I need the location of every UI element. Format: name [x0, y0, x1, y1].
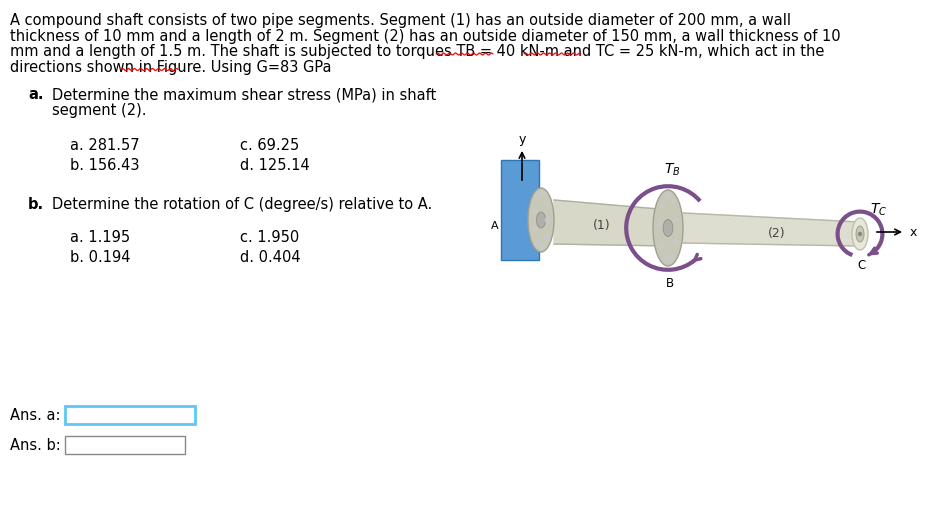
Text: b.: b. — [28, 196, 44, 212]
Text: b. 156.43: b. 156.43 — [70, 157, 139, 172]
Circle shape — [544, 235, 548, 240]
Ellipse shape — [856, 227, 864, 242]
Circle shape — [535, 194, 540, 199]
Polygon shape — [554, 200, 670, 246]
Text: c. 1.950: c. 1.950 — [240, 230, 300, 245]
Circle shape — [545, 218, 550, 223]
Circle shape — [533, 209, 537, 214]
Text: segment (2).: segment (2). — [52, 103, 147, 117]
Text: Determine the rotation of C (degree/s) relative to A.: Determine the rotation of C (degree/s) r… — [52, 196, 432, 212]
Text: Determine the maximum shear stress (MPa) in shaft: Determine the maximum shear stress (MPa)… — [52, 87, 436, 102]
FancyBboxPatch shape — [65, 436, 185, 454]
Text: A compound shaft consists of two pipe segments. Segment (1) has an outside diame: A compound shaft consists of two pipe se… — [10, 13, 791, 28]
Text: mm and a length of 1.5 m. The shaft is subjected to torques TB = 40 kN-m and TC : mm and a length of 1.5 m. The shaft is s… — [10, 44, 825, 59]
Circle shape — [544, 200, 548, 206]
Circle shape — [664, 257, 668, 262]
Text: (2): (2) — [768, 226, 785, 239]
Circle shape — [674, 218, 679, 223]
Text: c. 69.25: c. 69.25 — [240, 138, 300, 153]
Circle shape — [669, 255, 674, 260]
Text: b. 0.194: b. 0.194 — [70, 249, 130, 265]
Text: Ans. b:: Ans. b: — [10, 438, 61, 452]
Text: Ans. a:: Ans. a: — [10, 408, 61, 423]
Text: thickness of 10 mm and a length of 2 m. Segment (2) has an outside diameter of 1: thickness of 10 mm and a length of 2 m. … — [10, 28, 841, 43]
Circle shape — [670, 199, 675, 205]
Text: $T_B$: $T_B$ — [664, 161, 680, 177]
Text: a. 1.195: a. 1.195 — [70, 230, 130, 245]
Circle shape — [533, 227, 537, 232]
Text: directions shown in Figure. Using G=83 GPa: directions shown in Figure. Using G=83 G… — [10, 60, 331, 74]
Circle shape — [665, 194, 670, 199]
Text: y: y — [519, 133, 526, 146]
Circle shape — [660, 203, 665, 208]
Ellipse shape — [663, 220, 673, 237]
Ellipse shape — [653, 190, 683, 267]
Text: x: x — [910, 226, 917, 239]
Circle shape — [540, 245, 545, 250]
Circle shape — [535, 241, 540, 246]
Circle shape — [540, 191, 545, 196]
Ellipse shape — [852, 219, 868, 250]
FancyBboxPatch shape — [65, 406, 195, 424]
Circle shape — [657, 223, 663, 228]
Text: $T_C$: $T_C$ — [870, 201, 887, 217]
Text: C: C — [858, 259, 866, 272]
Text: a.: a. — [28, 87, 43, 102]
FancyBboxPatch shape — [501, 161, 539, 261]
Text: a. 281.57: a. 281.57 — [70, 138, 139, 153]
Circle shape — [673, 240, 678, 244]
Text: d. 125.14: d. 125.14 — [240, 157, 310, 172]
Ellipse shape — [528, 189, 554, 252]
Text: d. 0.404: d. 0.404 — [240, 249, 300, 265]
Polygon shape — [683, 214, 860, 246]
Text: A: A — [491, 221, 499, 231]
Ellipse shape — [536, 213, 546, 229]
Circle shape — [858, 233, 861, 236]
Text: (1): (1) — [593, 219, 611, 232]
Circle shape — [659, 244, 664, 249]
Text: B: B — [665, 276, 674, 289]
